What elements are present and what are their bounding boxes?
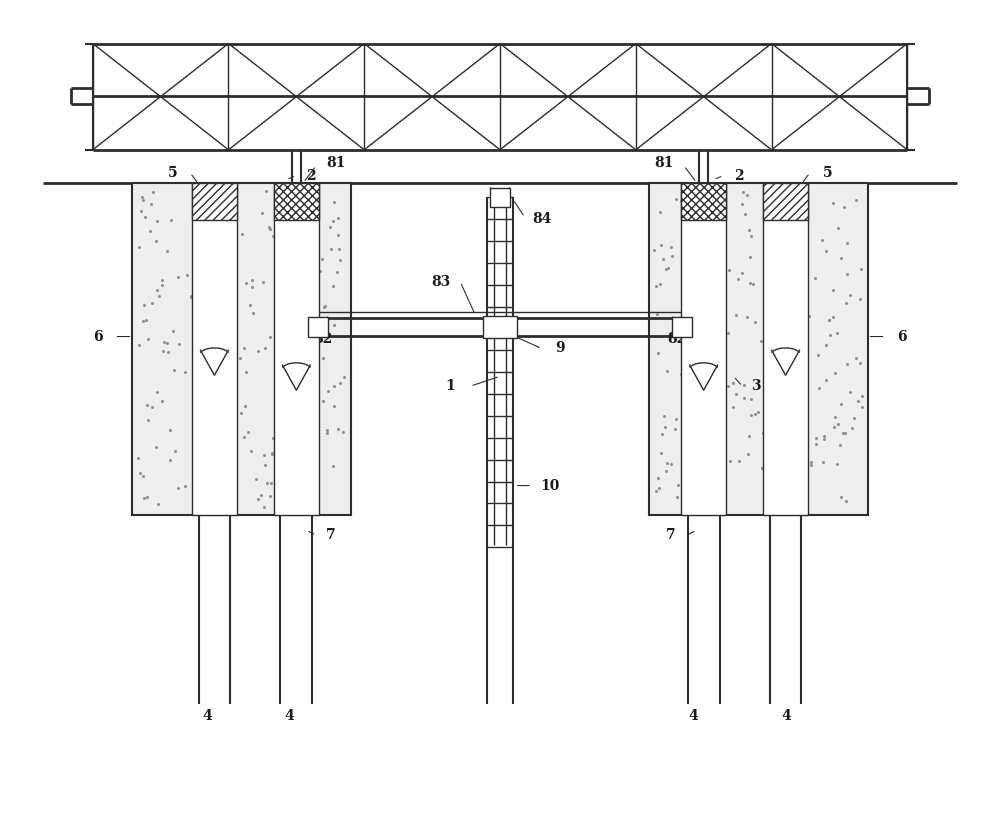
Bar [274, 182, 319, 515]
Text: 4: 4 [285, 709, 294, 723]
Bar [672, 317, 692, 337]
Text: 83: 83 [431, 275, 450, 289]
Text: 3: 3 [205, 380, 215, 393]
Text: 81: 81 [654, 155, 674, 170]
Text: 2: 2 [306, 169, 316, 182]
Bar [192, 182, 237, 515]
Text: 4: 4 [689, 709, 699, 723]
Bar [132, 182, 351, 515]
Text: 4: 4 [781, 709, 791, 723]
Text: 5: 5 [823, 166, 833, 180]
Text: 4: 4 [202, 709, 212, 723]
Bar [763, 182, 808, 515]
Bar [483, 316, 517, 338]
Text: 84: 84 [532, 212, 551, 227]
Text: 7: 7 [326, 528, 336, 543]
Text: 9: 9 [555, 341, 564, 355]
Text: 10: 10 [540, 478, 559, 492]
Text: 6: 6 [897, 329, 907, 344]
Bar [192, 182, 237, 221]
Bar [649, 182, 868, 515]
Text: 82: 82 [314, 332, 333, 345]
Bar [308, 317, 328, 337]
Bar [490, 187, 510, 207]
Bar [681, 182, 726, 221]
Bar [681, 182, 726, 515]
Text: 3: 3 [751, 380, 761, 393]
Bar [763, 182, 808, 221]
Text: 82: 82 [667, 332, 686, 345]
Bar [274, 182, 319, 221]
Text: 1: 1 [445, 380, 455, 393]
Text: 7: 7 [666, 528, 676, 543]
Text: 2: 2 [734, 169, 743, 182]
Text: 5: 5 [167, 166, 177, 180]
Text: 6: 6 [93, 329, 103, 344]
Text: 81: 81 [326, 155, 346, 170]
